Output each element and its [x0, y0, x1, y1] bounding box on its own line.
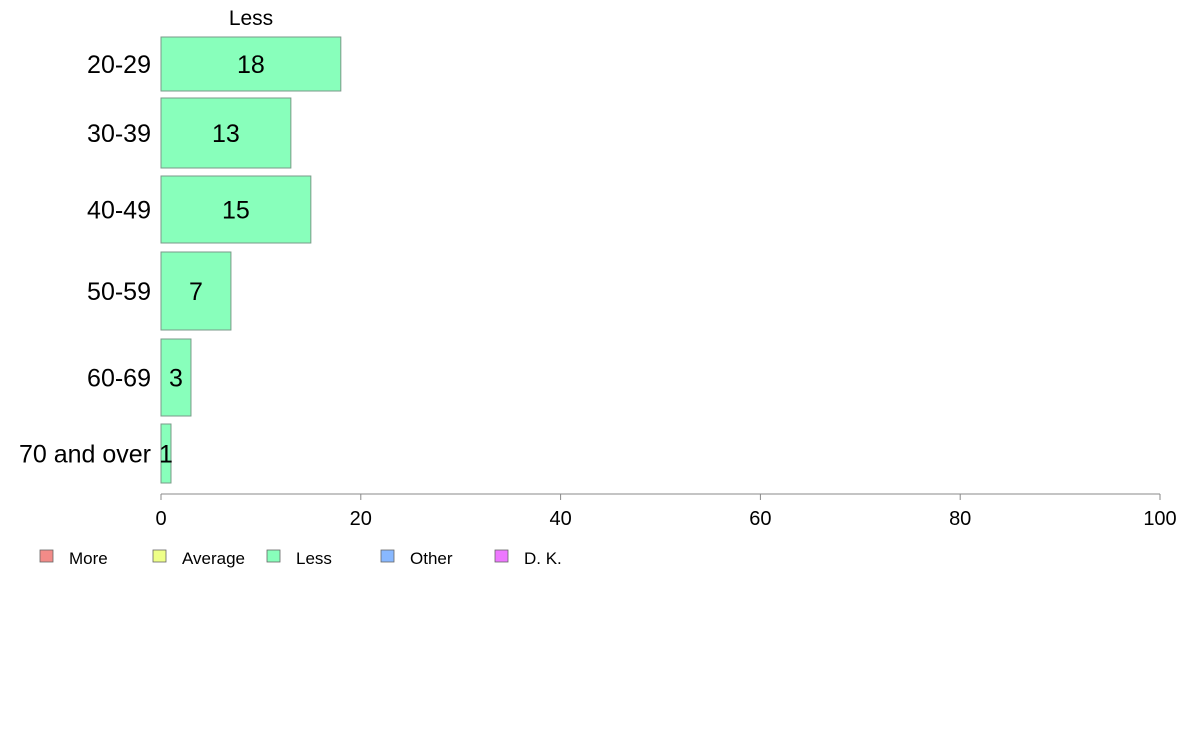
value-label: 7 — [189, 278, 203, 306]
legend-label: D. K. — [524, 549, 562, 568]
category-label: 60-69 — [87, 365, 151, 393]
category-label: 20-29 — [87, 51, 151, 79]
value-label: 15 — [222, 197, 250, 225]
bar-30-39 — [160, 97, 292, 169]
x-axis: 0 20 40 60 80 100 — [155, 493, 1177, 530]
bar-70-and-over — [160, 423, 172, 484]
bar-20-29 — [160, 36, 342, 92]
bars-group: 20-29 18 30-39 13 40-49 15 50-59 7 60-69 3 70 and … — [19, 36, 342, 484]
legend-label: Other — [410, 549, 453, 568]
x-tick-label: 0 — [155, 508, 166, 530]
bar-50-59 — [160, 251, 232, 331]
legend-swatch — [152, 549, 167, 563]
series-title: Less — [229, 7, 273, 30]
x-tick-label: 80 — [949, 508, 971, 530]
category-label: 50-59 — [87, 278, 151, 306]
legend: More Average Less Other D. K. — [39, 549, 562, 568]
x-tick-label: 20 — [350, 508, 372, 530]
value-label: 1 — [159, 441, 173, 469]
bar-40-49 — [160, 175, 312, 244]
bar-60-69 — [160, 338, 192, 417]
value-label: 13 — [212, 120, 240, 148]
value-label: 3 — [169, 365, 183, 393]
category-label: 70 and over — [19, 441, 151, 469]
category-label: 30-39 — [87, 120, 151, 148]
x-tick-label: 100 — [1143, 508, 1176, 530]
legend-swatch — [266, 549, 281, 563]
x-tick-label: 60 — [749, 508, 771, 530]
legend-swatch — [380, 549, 395, 563]
x-tick-label: 40 — [549, 508, 571, 530]
legend-label: Less — [296, 549, 332, 568]
category-label: 40-49 — [87, 197, 151, 225]
legend-swatch — [39, 549, 54, 563]
legend-label: Average — [182, 549, 245, 568]
legend-swatch — [494, 549, 509, 563]
legend-label: More — [69, 549, 108, 568]
value-label: 18 — [237, 51, 265, 79]
